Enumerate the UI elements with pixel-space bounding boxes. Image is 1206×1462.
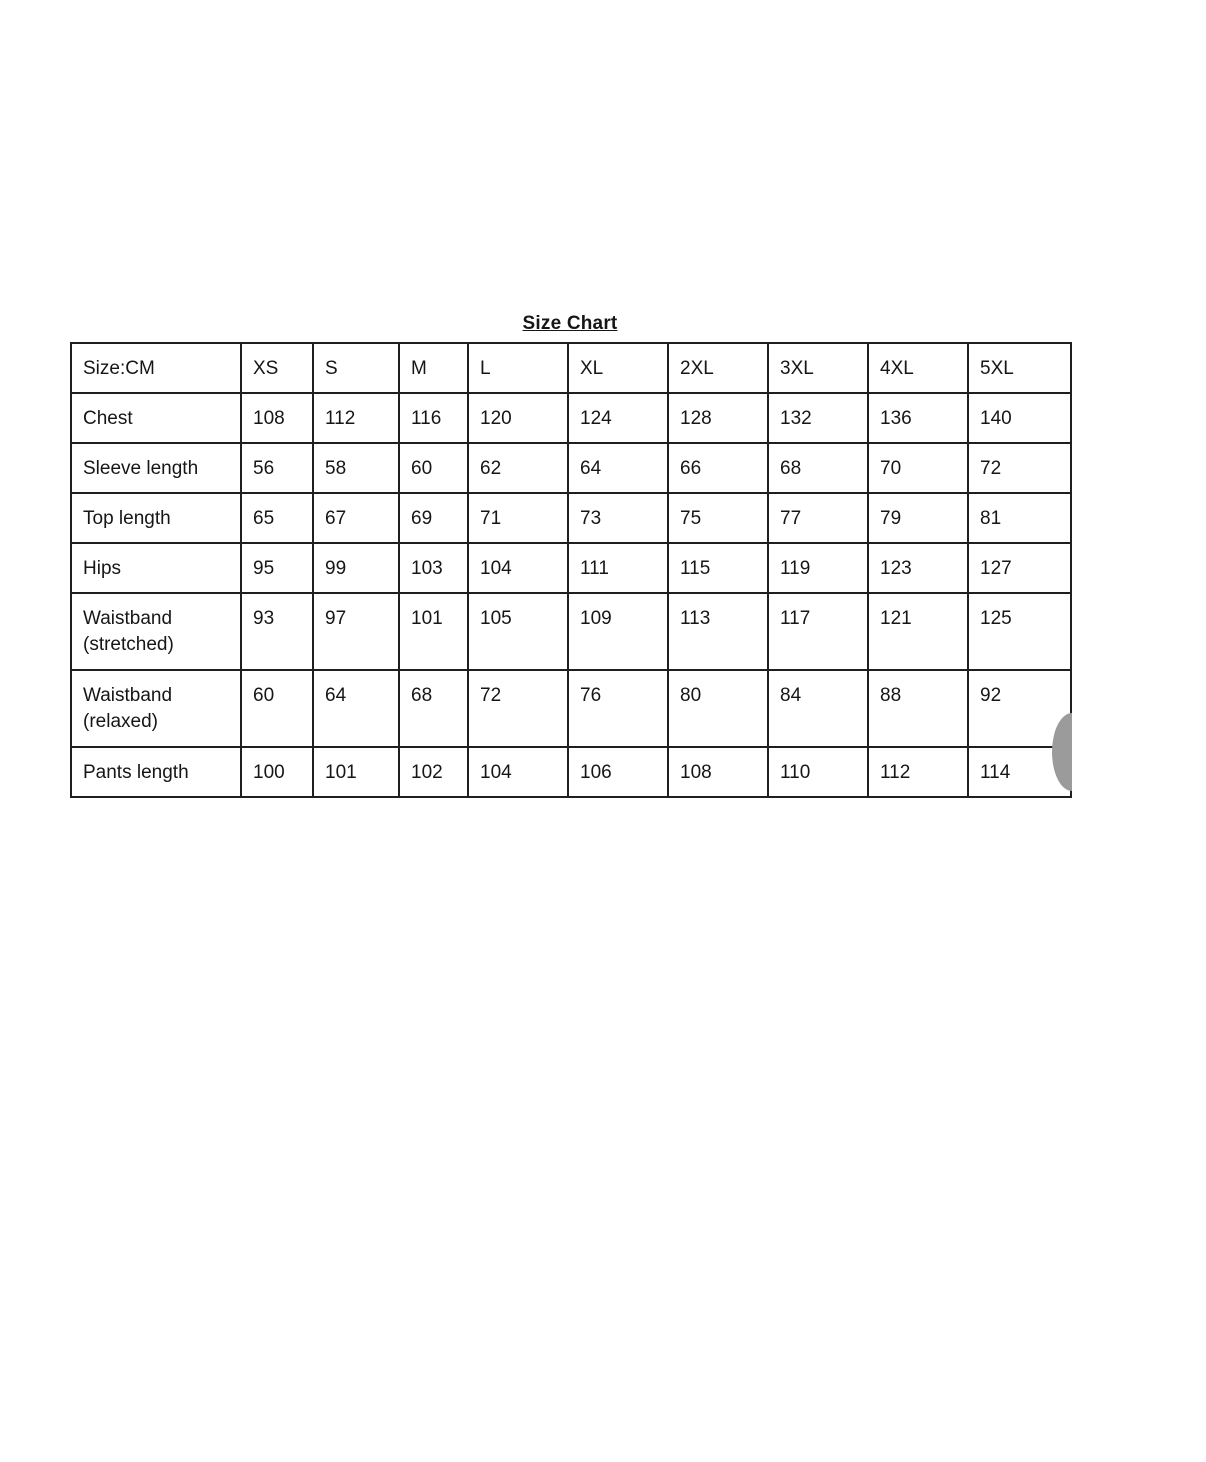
size-chart-section: Size Chart Size:CM XS S M L XL 2XL 3XL 4XL 5XL C… — [70, 313, 1072, 798]
measurement-cell: 80 — [667, 669, 769, 748]
row-label: Waistband (stretched) — [70, 592, 242, 671]
measurement-cell: 60 — [398, 442, 469, 494]
measurement-cell: 71 — [467, 492, 569, 544]
measurement-cell: 56 — [240, 442, 314, 494]
measurement-cell: 124 — [567, 392, 669, 444]
measurement-cell: 79 — [867, 492, 969, 544]
size-column-header: 4XL — [867, 342, 969, 394]
measurement-cell: 109 — [567, 592, 669, 671]
measurement-cell: 72 — [467, 669, 569, 748]
measurement-cell: 77 — [767, 492, 869, 544]
measurement-cell: 106 — [567, 746, 669, 798]
measurement-cell: 60 — [240, 669, 314, 748]
row-label: Hips — [70, 542, 242, 594]
measurement-cell: 84 — [767, 669, 869, 748]
measurement-cell: 116 — [398, 392, 469, 444]
measurement-cell: 73 — [567, 492, 669, 544]
measurement-cell: 113 — [667, 592, 769, 671]
measurement-cell: 121 — [867, 592, 969, 671]
measurement-cell: 123 — [867, 542, 969, 594]
size-column-header: M — [398, 342, 469, 394]
edge-drag-handle-icon[interactable] — [1052, 713, 1072, 791]
measurement-cell: 93 — [240, 592, 314, 671]
table-row: Pants length 100 101 102 104 106 108 110 112 114 — [70, 746, 1072, 798]
measurement-cell: 112 — [312, 392, 400, 444]
measurement-cell: 97 — [312, 592, 400, 671]
measurement-cell: 119 — [767, 542, 869, 594]
measurement-cell: 72 — [967, 442, 1072, 494]
measurement-cell: 95 — [240, 542, 314, 594]
measurement-cell: 101 — [398, 592, 469, 671]
size-chart-table: Size:CM XS S M L XL 2XL 3XL 4XL 5XL Chest 108 112 1… — [70, 342, 1072, 798]
size-column-header: XL — [567, 342, 669, 394]
measurement-cell: 115 — [667, 542, 769, 594]
table-row: Sleeve length 56 58 60 62 64 66 68 70 72 — [70, 442, 1072, 494]
row-label: Pants length — [70, 746, 242, 798]
measurement-cell: 140 — [967, 392, 1072, 444]
size-column-header: 2XL — [667, 342, 769, 394]
measurement-cell: 58 — [312, 442, 400, 494]
table-row: Waistband (relaxed) 60 64 68 72 76 80 84 88 92 — [70, 669, 1072, 748]
table-row: Top length 65 67 69 71 73 75 77 79 81 — [70, 492, 1072, 544]
measurement-cell: 105 — [467, 592, 569, 671]
measurement-cell: 132 — [767, 392, 869, 444]
measurement-cell: 62 — [467, 442, 569, 494]
measurement-cell: 110 — [767, 746, 869, 798]
size-column-header: 3XL — [767, 342, 869, 394]
row-label: Sleeve length — [70, 442, 242, 494]
measurement-cell: 69 — [398, 492, 469, 544]
size-column-header: XS — [240, 342, 314, 394]
measurement-cell: 64 — [312, 669, 400, 748]
measurement-cell: 81 — [967, 492, 1072, 544]
measurement-cell: 104 — [467, 746, 569, 798]
measurement-cell: 68 — [767, 442, 869, 494]
measurement-cell: 101 — [312, 746, 400, 798]
measurement-cell: 64 — [567, 442, 669, 494]
measurement-cell: 68 — [398, 669, 469, 748]
measurement-cell: 104 — [467, 542, 569, 594]
measurement-cell: 75 — [667, 492, 769, 544]
measurement-cell: 125 — [967, 592, 1072, 671]
measurement-cell: 70 — [867, 442, 969, 494]
row-label: Chest — [70, 392, 242, 444]
measurement-cell: 128 — [667, 392, 769, 444]
measurement-cell: 65 — [240, 492, 314, 544]
measurement-cell: 112 — [867, 746, 969, 798]
row-label: Waistband (relaxed) — [70, 669, 242, 748]
size-column-header: 5XL — [967, 342, 1072, 394]
row-label: Top length — [70, 492, 242, 544]
size-column-header: S — [312, 342, 400, 394]
measurement-cell: 108 — [240, 392, 314, 444]
measurement-cell: 88 — [867, 669, 969, 748]
measurement-cell: 102 — [398, 746, 469, 798]
size-column-header: L — [467, 342, 569, 394]
measurement-cell: 120 — [467, 392, 569, 444]
size-chart-title: Size Chart — [522, 313, 618, 334]
unit-header-cell: Size:CM — [70, 342, 242, 394]
measurement-cell: 66 — [667, 442, 769, 494]
measurement-cell: 127 — [967, 542, 1072, 594]
header-row: Size:CM XS S M L XL 2XL 3XL 4XL 5XL — [70, 342, 1072, 394]
measurement-cell: 108 — [667, 746, 769, 798]
measurement-cell: 111 — [567, 542, 669, 594]
table-row: Waistband (stretched) 93 97 101 105 109 113 117… — [70, 592, 1072, 671]
measurement-cell: 99 — [312, 542, 400, 594]
table-row: Chest 108 112 116 120 124 128 132 136 140 — [70, 392, 1072, 444]
measurement-cell: 76 — [567, 669, 669, 748]
measurement-cell: 100 — [240, 746, 314, 798]
measurement-cell: 136 — [867, 392, 969, 444]
measurement-cell: 117 — [767, 592, 869, 671]
measurement-cell: 67 — [312, 492, 400, 544]
measurement-cell: 103 — [398, 542, 469, 594]
table-row: Hips 95 99 103 104 111 115 119 123 127 — [70, 542, 1072, 594]
